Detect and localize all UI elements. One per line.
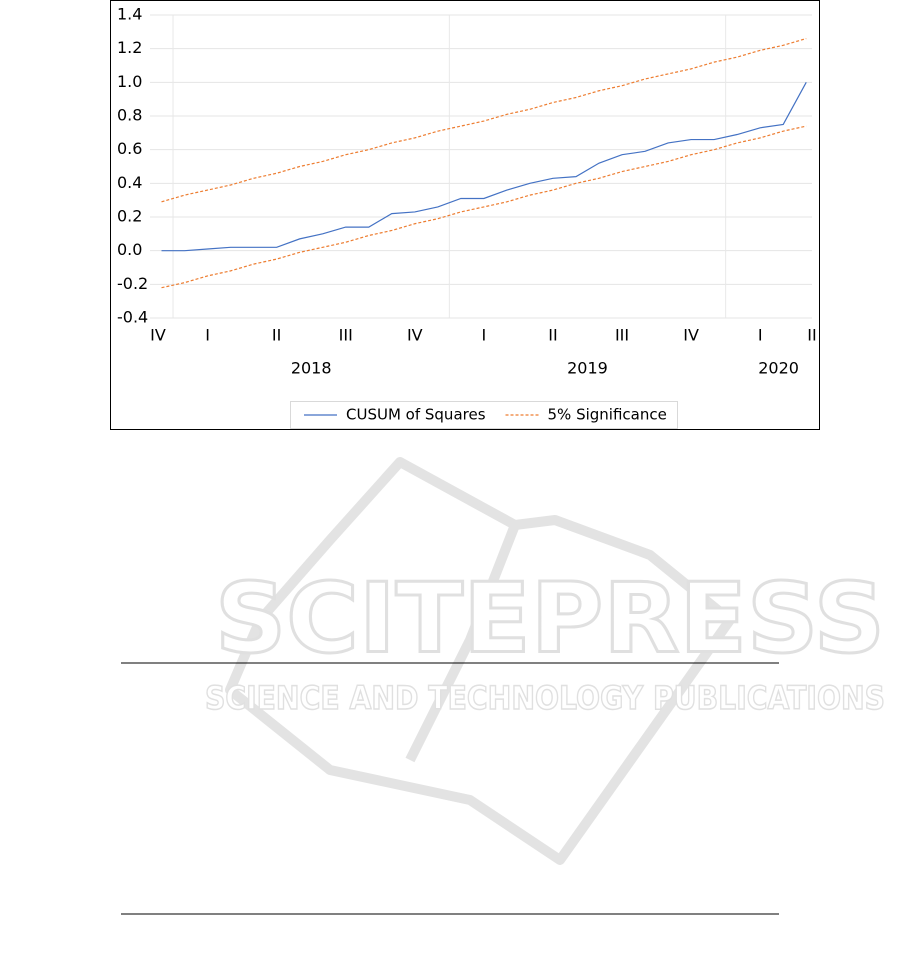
x-tick-label: III [339,326,353,345]
x-tick-label: IV [683,326,699,345]
x-tick-label: IV [150,326,166,345]
y-tick-label: 1.0 [117,72,142,91]
watermark [225,457,735,865]
y-tick-label: 0.4 [117,173,142,192]
watermark-title: SCITEPRESS [215,562,885,674]
series-line [161,37,807,203]
legend: CUSUM of Squares 5% Significance [290,401,678,429]
x-tick-label: II [272,326,281,345]
year-label: 2019 [567,359,608,378]
x-tick-label: IV [407,326,423,345]
x-tick-label: II [807,326,816,345]
x-tick-label: I [482,326,487,345]
legend-box [290,401,678,429]
legend-label: 5% Significance [548,406,667,424]
y-tick-label: -0.4 [117,308,148,327]
y-tick-label: 0.0 [117,240,142,259]
y-tick-label: -0.2 [117,274,148,293]
x-tick-label: I [758,326,763,345]
y-tick-label: 0.2 [117,207,142,226]
y-tick-label: 1.4 [117,5,142,24]
y-tick-label: 1.2 [117,38,142,57]
watermark-logo [225,457,735,865]
y-tick-label: 0.6 [117,139,142,158]
x-tick-label: III [615,326,629,345]
series-line [161,82,807,252]
year-label: 2020 [758,359,799,378]
watermark-logo [405,523,520,763]
year-label: 2018 [291,359,332,378]
series-line [161,125,807,289]
watermark-subtitle: SCIENCE AND TECHNOLOGY PUBLICATIONS [205,679,885,717]
legend-label: CUSUM of Squares [346,406,486,424]
x-tick-label: II [548,326,557,345]
x-tick-label: I [205,326,210,345]
y-tick-label: 0.8 [117,106,142,125]
chart: -0.4-0.20.00.20.40.60.81.01.21.4IV I II III… [117,5,817,429]
chart-frame [110,0,820,430]
